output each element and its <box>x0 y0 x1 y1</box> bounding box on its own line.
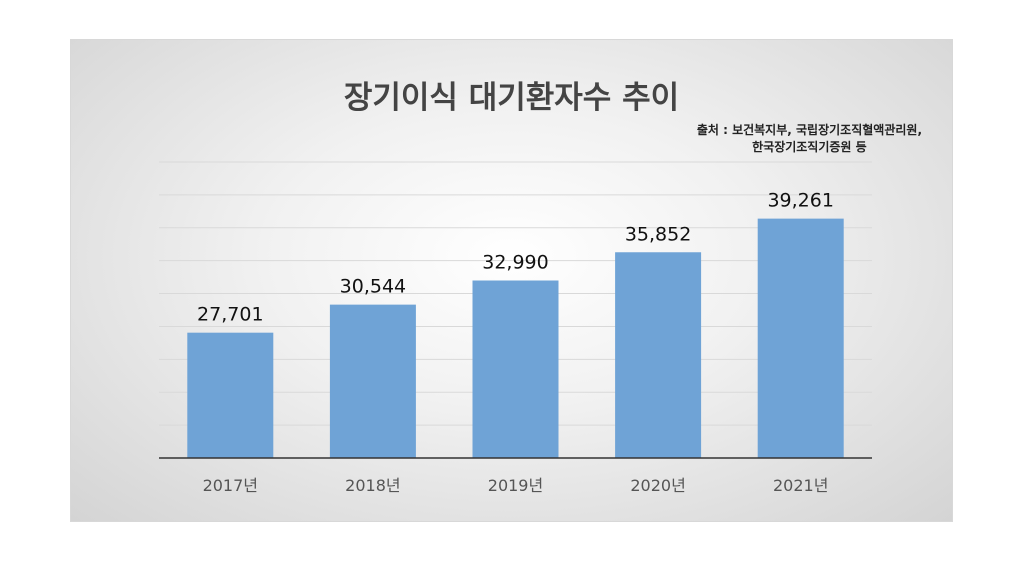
x-tick-label: 2021년 <box>773 476 828 495</box>
source-note: 출처 : 보건복지부, 국립장기조직혈액관리원, 한국장기조직기증원 등 <box>697 122 922 156</box>
source-note-line-1: 출처 : 보건복지부, 국립장기조직혈액관리원, <box>696 123 922 137</box>
x-tick-label: 2018년 <box>345 476 400 495</box>
data-label: 30,544 <box>340 276 406 298</box>
data-label: 27,701 <box>197 304 263 326</box>
bar-chart: 27,701 2017년 30,544 2018년 32,990 2019년 35,852 2… <box>159 161 872 495</box>
bar <box>329 304 416 458</box>
chart-title: 장기이식 대기환자수 추이 <box>343 80 680 116</box>
data-label: 39,261 <box>767 190 833 212</box>
data-label: 35,852 <box>625 223 691 245</box>
source-note-line-2: 한국장기조직기증원 등 <box>752 140 867 154</box>
x-tick-label: 2020년 <box>630 476 685 495</box>
x-tick-label: 2017년 <box>203 476 258 495</box>
x-tick-label: 2019년 <box>488 476 543 495</box>
bar <box>472 280 559 458</box>
bar <box>757 218 844 458</box>
data-label: 32,990 <box>482 251 548 273</box>
chart-panel: 장기이식 대기환자수 추이 출처 : 보건복지부, 국립장기조직혈액관리원, 한… <box>70 39 953 522</box>
bar <box>187 332 274 458</box>
bar <box>615 252 702 458</box>
